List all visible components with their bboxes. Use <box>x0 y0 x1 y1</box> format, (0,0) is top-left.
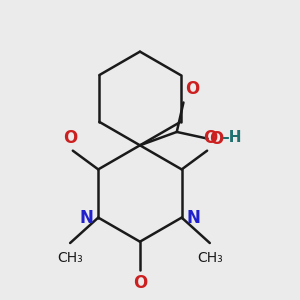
Text: –H: –H <box>221 130 242 146</box>
Text: N: N <box>80 208 94 226</box>
Text: O: O <box>210 130 224 148</box>
Text: O: O <box>133 274 147 292</box>
Text: N: N <box>186 208 200 226</box>
Text: O: O <box>203 129 217 147</box>
Text: O: O <box>185 80 199 98</box>
Text: CH₃: CH₃ <box>57 251 83 265</box>
Text: O: O <box>63 129 77 147</box>
Text: CH₃: CH₃ <box>197 251 223 265</box>
